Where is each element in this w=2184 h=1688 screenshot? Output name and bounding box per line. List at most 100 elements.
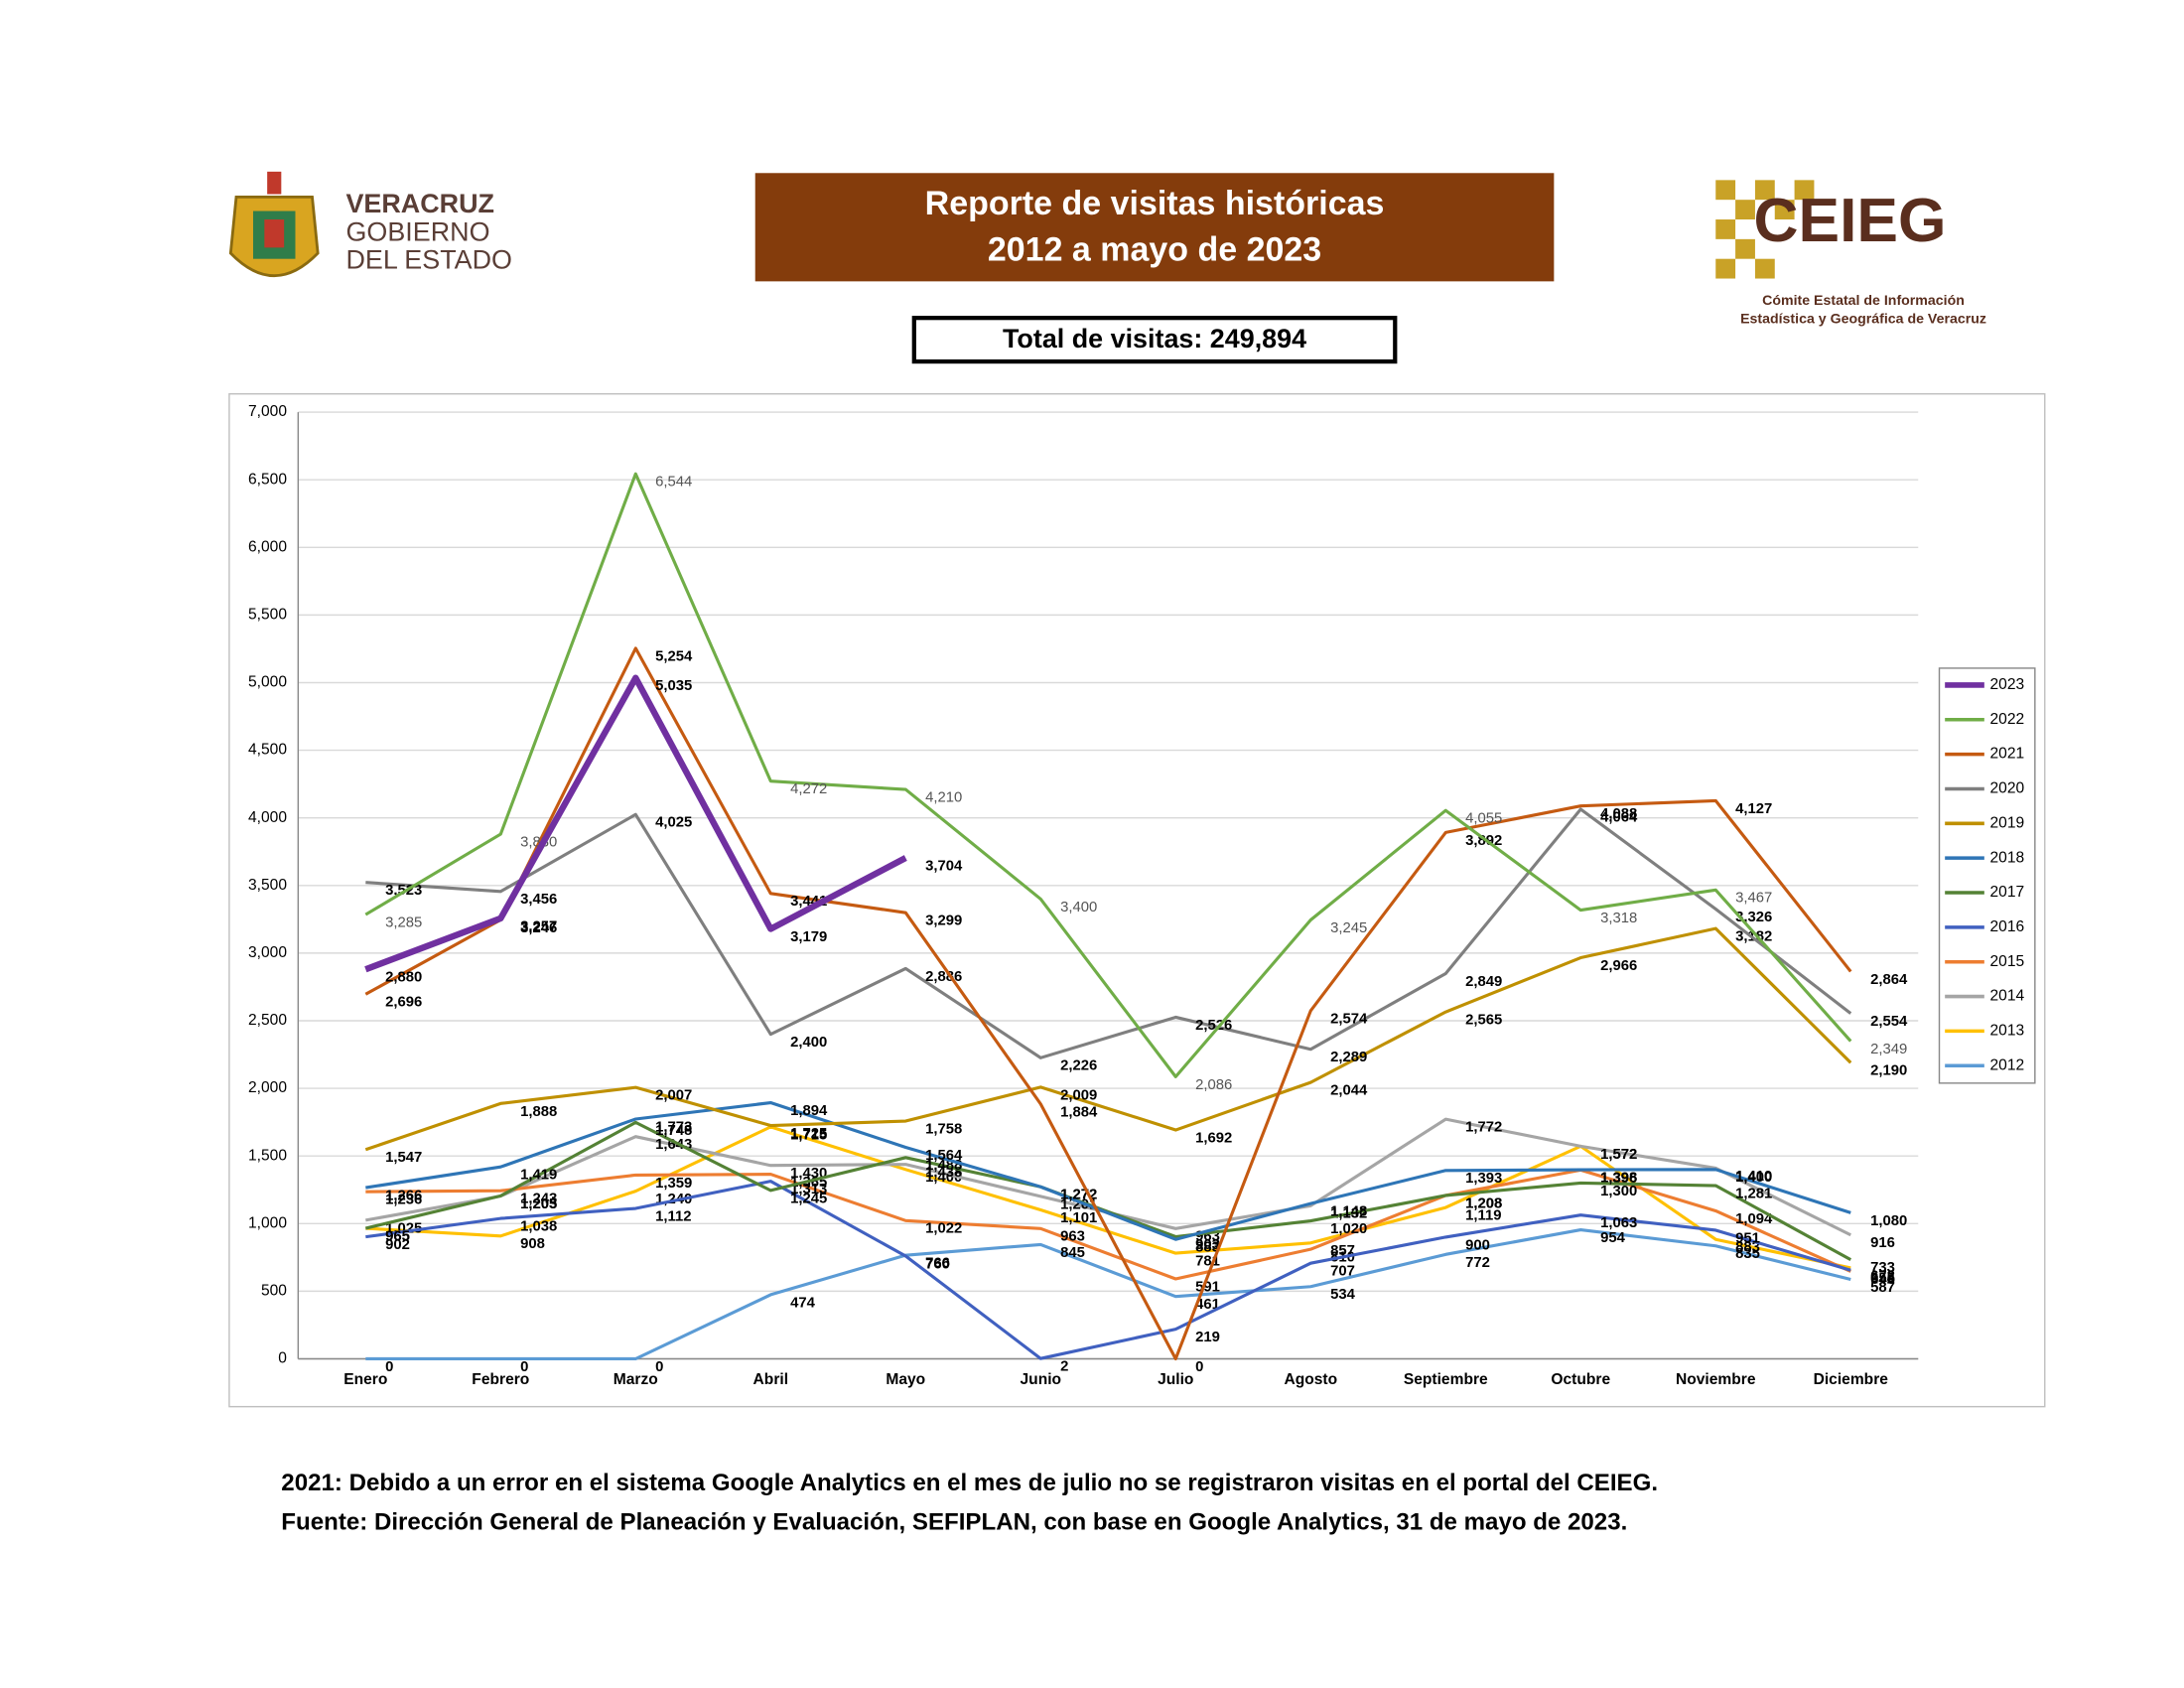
series-line (365, 1227, 1851, 1361)
logo-text: Estadística y Geográfica de Veracruz (1740, 311, 1986, 327)
data-label: 1,393 (1465, 1171, 1502, 1187)
data-label: 2 (1060, 1359, 1068, 1375)
series-line (364, 674, 907, 973)
title-box (754, 173, 1555, 282)
data-label: 1,884 (1060, 1104, 1098, 1120)
data-label: 6,544 (655, 475, 692, 491)
data-label: 1,101 (1060, 1210, 1097, 1226)
y-tick-label: 500 (261, 1282, 287, 1299)
data-label: 2,565 (1465, 1013, 1502, 1029)
title: 2012 a mayo de 2023 (988, 231, 1321, 269)
legend-label: 2013 (1990, 1023, 2025, 1040)
series-line (365, 807, 1852, 1059)
data-label: 766 (925, 1256, 950, 1272)
data-label: 1,773 (655, 1119, 692, 1135)
x-tick-label: Febrero (472, 1371, 529, 1388)
logo-text: Cómite Estatal de Información (1762, 293, 1965, 309)
data-label: 903 (1195, 1237, 1220, 1253)
data-label: 845 (1060, 1245, 1085, 1261)
data-label: 1,094 (1735, 1211, 1773, 1227)
logo-text: DEL ESTADO (345, 245, 511, 275)
legend-label: 2021 (1990, 746, 2025, 763)
data-label: 3,318 (1600, 911, 1637, 926)
x-tick-label: Junio (1021, 1371, 1062, 1388)
y-tick-label: 1,000 (248, 1214, 287, 1231)
y-tick-label: 5,000 (248, 674, 287, 691)
data-label: 4,272 (790, 781, 827, 797)
data-label: 1,203 (520, 1196, 557, 1212)
data-label: 5,035 (655, 678, 692, 694)
legend-label: 2012 (1990, 1056, 2025, 1073)
data-label: 963 (1060, 1229, 1085, 1245)
data-label: 1,243 (520, 1192, 557, 1207)
legend-label: 2019 (1990, 814, 2025, 831)
data-label: 900 (1465, 1237, 1490, 1253)
x-tick-label: Enero (343, 1371, 387, 1388)
data-label: 4,025 (655, 815, 692, 831)
data-label: 1,758 (925, 1121, 962, 1137)
data-label: 4,055 (1465, 811, 1502, 827)
y-tick-label: 2,000 (248, 1079, 287, 1096)
data-label: 474 (790, 1295, 816, 1311)
data-label: 1,245 (790, 1191, 827, 1206)
data-label: 4,088 (1600, 806, 1637, 822)
data-label: 1,715 (790, 1127, 827, 1143)
data-label: 1,748 (655, 1123, 692, 1139)
data-label: 1,063 (1600, 1215, 1637, 1231)
data-label: 1,148 (1330, 1204, 1367, 1220)
data-label: 2,864 (1870, 972, 1908, 988)
data-label: 1,359 (655, 1176, 692, 1192)
data-label: 2,349 (1870, 1042, 1907, 1057)
data-label: 0 (385, 1359, 393, 1375)
data-label: 3,299 (925, 914, 962, 929)
legend-label: 2014 (1990, 988, 2025, 1005)
y-tick-label: 6,500 (248, 471, 287, 488)
data-label: 1,208 (1465, 1196, 1502, 1211)
legend: 2023 2022 2021 2020 2019 2018 2017 2016 2015 2014… (1945, 676, 2024, 1073)
data-label: 2,849 (1465, 974, 1502, 990)
series-line (365, 1168, 1851, 1281)
data-label: 3,704 (925, 858, 963, 874)
y-tick-label: 2,500 (248, 1012, 287, 1029)
data-label: 965 (385, 1228, 410, 1244)
data-label: 219 (1195, 1330, 1220, 1345)
data-label: 2,226 (1060, 1058, 1097, 1074)
data-label: 1,725 (790, 1126, 827, 1142)
data-label: 2,007 (655, 1088, 692, 1104)
data-label: 0 (655, 1359, 663, 1375)
data-label: 1,400 (925, 1170, 962, 1186)
data-label: 835 (1735, 1246, 1760, 1262)
legend-label: 2023 (1990, 676, 2025, 693)
y-tick-label: 5,500 (248, 607, 287, 624)
data-label: 951 (1735, 1230, 1760, 1246)
data-label: 1,400 (1735, 1170, 1772, 1186)
data-label: 672 (1870, 1268, 1895, 1284)
legend-label: 2015 (1990, 953, 2025, 970)
data-label: 1,419 (520, 1168, 557, 1184)
data-label: 646 (1870, 1272, 1895, 1288)
y-tick-label: 3,500 (248, 877, 287, 894)
data-label: 2,880 (385, 970, 422, 986)
series-line (364, 472, 1852, 1078)
data-label: 883 (1735, 1240, 1760, 1256)
y-tick-label: 3,000 (248, 944, 287, 961)
note: 2021: Debido a un error en el sistema Go… (281, 1470, 1658, 1496)
data-label: 1,564 (925, 1148, 963, 1164)
data-label: 954 (1600, 1230, 1626, 1246)
data-label: 2,190 (1870, 1063, 1907, 1079)
data-label: 1,022 (925, 1221, 962, 1237)
data-label: 3,400 (1060, 900, 1097, 915)
total-box (911, 316, 1398, 364)
data-label: 587 (1870, 1280, 1895, 1296)
note: Fuente: Dirección General de Planeación … (281, 1509, 1627, 1536)
y-tick-label: 4,500 (248, 742, 287, 759)
legend-label: 2020 (1990, 780, 2025, 797)
data-label: 2,289 (1330, 1050, 1367, 1065)
total: Total de visitas: 249,894 (1003, 324, 1306, 353)
chart: 0 500 1,000 1,500 2,000 2,500 3,000 3,500 4,000 4… (248, 403, 1919, 1388)
series-line (365, 1180, 1851, 1360)
data-label: 4,064 (1600, 809, 1638, 825)
legend-label: 2022 (1990, 711, 2025, 728)
data-label: 655 (1870, 1271, 1895, 1287)
